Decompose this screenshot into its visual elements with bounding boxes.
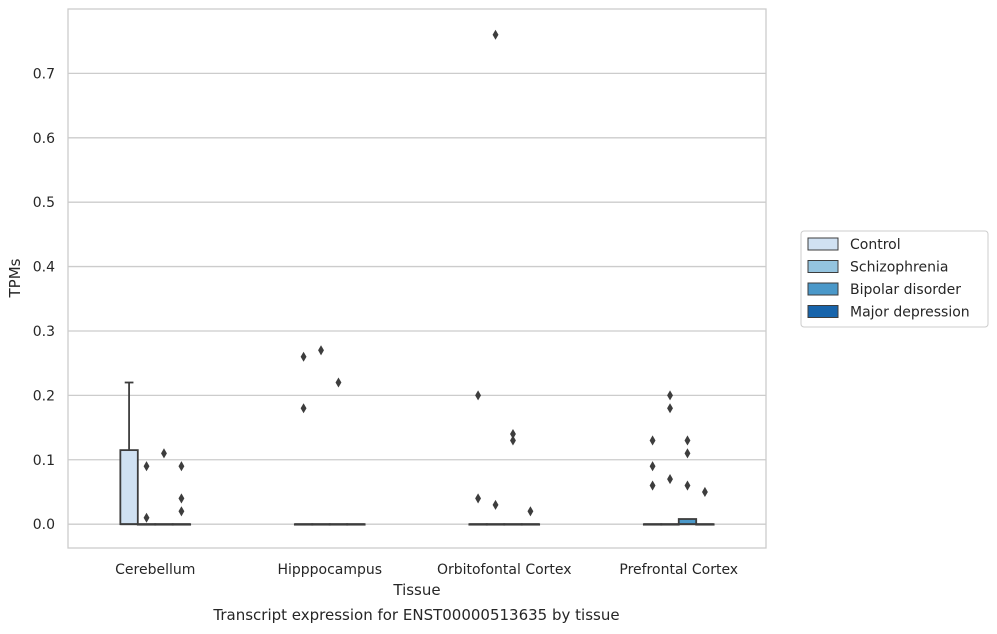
outlier-point bbox=[300, 403, 307, 414]
legend-label: Schizophrenia bbox=[850, 260, 948, 276]
outlier-point bbox=[684, 480, 691, 491]
outlier-point bbox=[178, 493, 185, 504]
box-0-0 bbox=[119, 381, 139, 526]
y-axis-label: TPMs bbox=[6, 258, 24, 298]
plot-frame bbox=[67, 8, 767, 549]
legend-swatch bbox=[807, 260, 839, 273]
outlier-point bbox=[667, 403, 673, 414]
y-tick-label: 0.3 bbox=[33, 324, 55, 340]
outlier-point bbox=[178, 461, 185, 472]
y-tick-label: 0.0 bbox=[33, 517, 55, 533]
chart-caption: Transcript expression for ENST0000051363… bbox=[213, 606, 620, 624]
legend-swatch bbox=[807, 305, 839, 318]
outlier-point bbox=[492, 29, 499, 40]
outlier-point bbox=[475, 493, 482, 504]
y-tick-labels: 0.0 0.1 0.2 0.3 0.4 0.5 0.6 0.7 bbox=[33, 66, 55, 533]
legend-swatch bbox=[807, 282, 839, 296]
outlier-point bbox=[667, 390, 673, 401]
outlier-point bbox=[701, 486, 708, 498]
box-3-1 bbox=[346, 523, 366, 526]
box-body bbox=[119, 449, 139, 526]
outlier-point bbox=[161, 448, 167, 459]
outlier-point bbox=[335, 377, 342, 388]
outlier-point bbox=[510, 435, 516, 446]
legend-label: Major depression bbox=[850, 305, 970, 321]
outlier-point bbox=[649, 435, 656, 446]
x-tick-label: Prefrontal Cortex bbox=[619, 562, 738, 578]
legend: Control Schizophrenia Bipolar disorder Majo… bbox=[800, 230, 989, 328]
box-2-2 bbox=[503, 428, 523, 526]
box-3-3 bbox=[695, 486, 715, 526]
box-3-2 bbox=[520, 506, 541, 526]
box-2-3 bbox=[677, 435, 698, 526]
box-0-2 bbox=[468, 390, 488, 526]
outlier-point bbox=[527, 506, 534, 517]
outlier-point bbox=[667, 474, 673, 485]
outlier-point bbox=[143, 512, 150, 523]
x-tick-label: Orbitofontal Cortex bbox=[437, 562, 572, 578]
outlier-point bbox=[684, 448, 691, 459]
y-tick-label: 0.4 bbox=[33, 260, 55, 276]
y-tick-label: 0.2 bbox=[33, 388, 55, 404]
outlier-point bbox=[492, 499, 499, 510]
plot-background bbox=[68, 9, 766, 548]
legend-swatch bbox=[807, 237, 839, 251]
legend-label: Bipolar disorder bbox=[850, 282, 961, 298]
y-tick-label: 0.5 bbox=[33, 195, 55, 211]
legend-frame bbox=[800, 230, 989, 328]
y-tick-label: 0.7 bbox=[33, 66, 55, 82]
outlier-point bbox=[143, 461, 150, 472]
box-3-0 bbox=[171, 461, 192, 526]
x-tick-labels: Cerebellum Hipppocampus Orbitofontal Corte… bbox=[115, 562, 738, 578]
outlier-point bbox=[178, 506, 185, 517]
outlier-point bbox=[510, 428, 516, 440]
x-tick-label: Cerebellum bbox=[115, 562, 195, 578]
boxes bbox=[119, 29, 715, 526]
box-0-3 bbox=[642, 435, 663, 526]
x-tick-label: Hipppocampus bbox=[277, 562, 382, 578]
y-tick-label: 0.1 bbox=[33, 453, 55, 469]
y-tick-label: 0.6 bbox=[33, 131, 55, 147]
outlier-point bbox=[475, 390, 482, 401]
x-axis-label: Tissue bbox=[392, 581, 440, 599]
outlier-point bbox=[649, 480, 656, 491]
outlier-point bbox=[318, 345, 324, 356]
outlier-point bbox=[684, 435, 691, 446]
outlier-point bbox=[300, 351, 307, 362]
legend-label: Control bbox=[850, 237, 901, 253]
y-gridlines bbox=[68, 72, 766, 525]
outlier-point bbox=[649, 461, 656, 472]
